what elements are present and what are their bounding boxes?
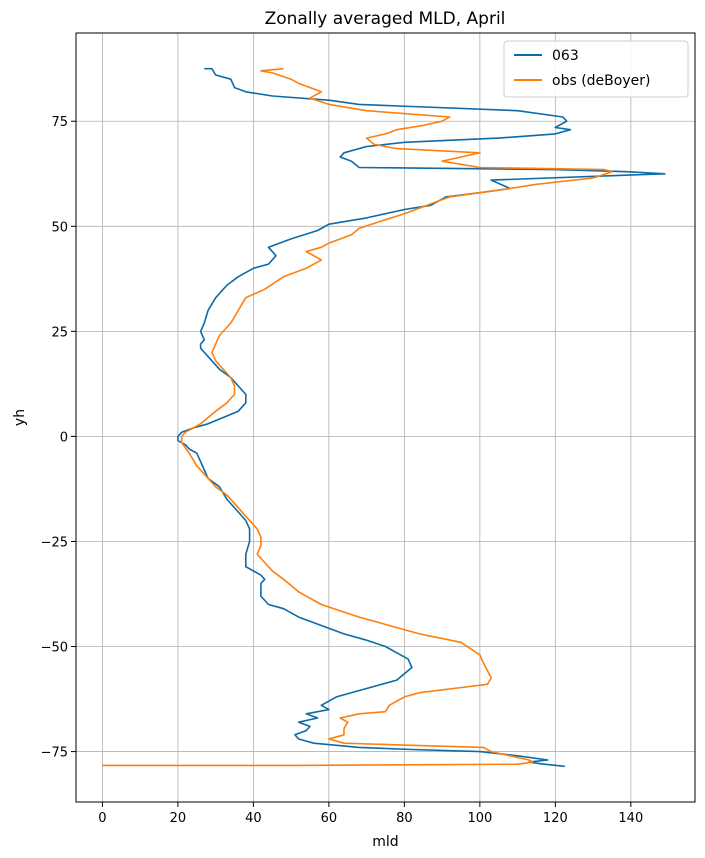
y-tick-label: −75	[41, 746, 68, 761]
x-tick-label: 60	[321, 811, 338, 826]
grid	[76, 33, 695, 802]
x-axis-label: mld	[372, 834, 398, 850]
y-tick-label: 75	[51, 115, 68, 130]
x-tick-label: 120	[543, 811, 568, 826]
series-line-1	[102, 67, 613, 767]
y-axis-label: yh	[12, 409, 28, 426]
y-tick-label: −50	[41, 641, 68, 656]
y-tick-label: 25	[51, 325, 68, 340]
x-tick-label: 20	[170, 811, 187, 826]
legend-box	[503, 40, 689, 98]
y-tick-label: 50	[51, 220, 68, 235]
legend-label-1: obs (deBoyer)	[552, 73, 650, 89]
x-tick-label: 140	[618, 811, 643, 826]
legend-label-0: 063	[552, 48, 579, 64]
ticks: 0 20 40 60 80 100 120 140 −75 −50 −25 0 25 50 75	[41, 115, 644, 826]
chart-title: Zonally averaged MLD, April	[265, 9, 506, 29]
series-line-0	[177, 67, 666, 768]
legend: 063 obs (deBoyer)	[503, 40, 689, 98]
x-tick-label: 0	[98, 811, 106, 826]
y-tick-label: 0	[60, 430, 68, 445]
series-group	[102, 67, 666, 768]
x-tick-label: 80	[396, 811, 413, 826]
x-tick-label: 40	[245, 811, 262, 826]
y-tick-label: −25	[41, 535, 68, 550]
x-tick-label: 100	[467, 811, 492, 826]
plot-frame	[75, 32, 696, 803]
